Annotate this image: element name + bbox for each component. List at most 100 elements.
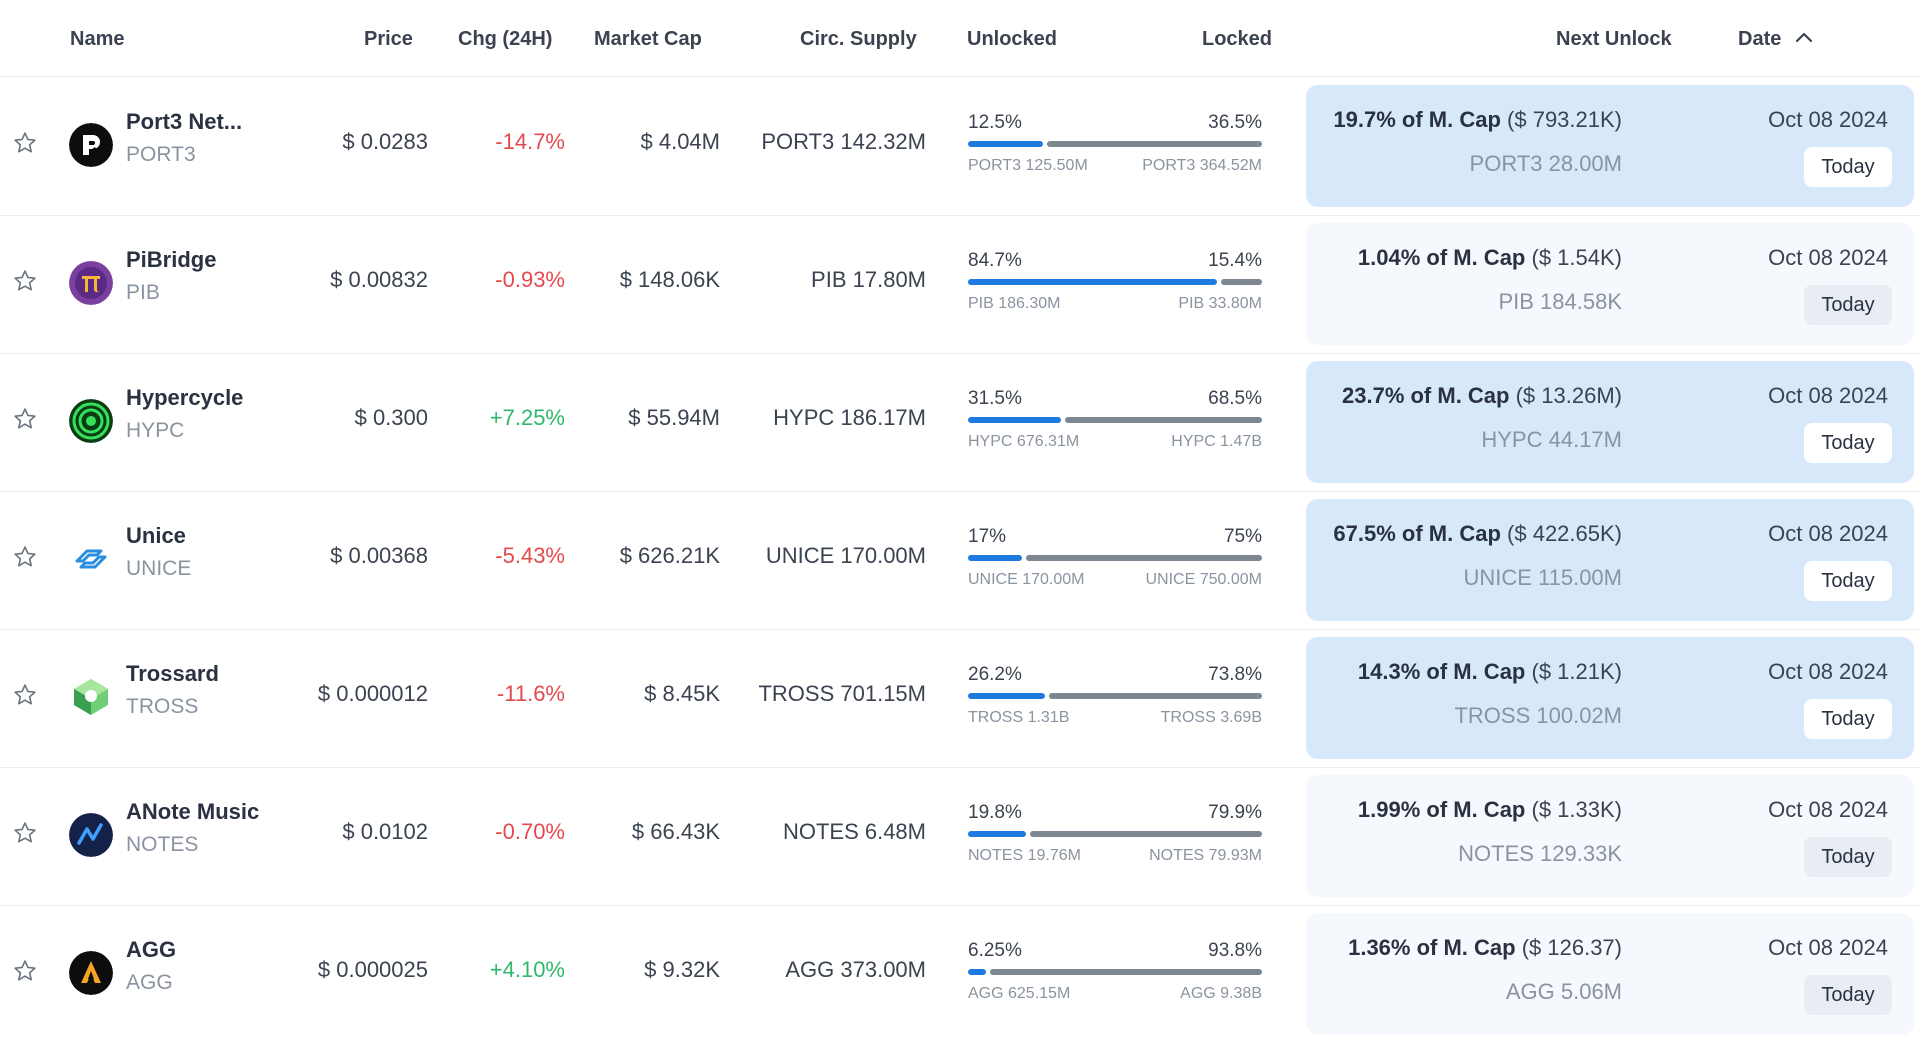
change-24h: +4.10%	[489, 957, 565, 982]
change-24h: -0.70%	[495, 819, 565, 844]
star-icon[interactable]	[12, 958, 38, 984]
today-button[interactable]: Today	[1804, 561, 1892, 601]
star-icon[interactable]	[12, 544, 38, 570]
token-name[interactable]: Hypercycle	[126, 385, 244, 410]
mcap-percent-text: 23.7% of M. Cap	[1342, 383, 1510, 408]
unlocked-bar-fill	[968, 417, 1061, 423]
locked-percent: 75%	[1223, 526, 1262, 547]
next-unlock-card[interactable]: 1.99% of M. Cap ($ 1.33K) NOTES 129.33K …	[1306, 775, 1914, 897]
price: $ 0.0283	[342, 129, 428, 154]
header-date[interactable]: Date	[1738, 28, 1813, 51]
mcap-percent-text: 14.3% of M. Cap	[1357, 659, 1526, 684]
header-locked[interactable]: Locked	[1202, 28, 1273, 50]
next-unlock-card[interactable]: 19.7% of M. Cap ($ 793.21K) PORT3 28.00M…	[1306, 85, 1914, 207]
token-name[interactable]: PiBridge	[126, 247, 217, 272]
circ-supply: AGG 373.00M	[785, 957, 926, 982]
header-name[interactable]: Name	[70, 28, 125, 50]
price: $ 0.00832	[330, 267, 428, 292]
circ-supply: TROSS 701.15M	[758, 681, 926, 706]
table-row[interactable]: PiBridge PIB $ 0.00832 -0.93% $ 148.06K …	[0, 215, 1920, 354]
today-button[interactable]: Today	[1804, 285, 1892, 325]
locked-bar-fill	[1065, 417, 1262, 423]
header-circ-supply[interactable]: Circ. Supply	[800, 28, 917, 50]
circ-supply: NOTES 6.48M	[782, 819, 926, 844]
token-name[interactable]: AGG	[126, 937, 177, 962]
table-row[interactable]: Trossard TROSS $ 0.000012 -11.6% $ 8.45K…	[0, 629, 1920, 768]
token-name[interactable]: Unice	[126, 523, 186, 548]
unlock-mcap-percent: 19.7% of M. Cap ($ 793.21K)	[1333, 107, 1622, 133]
star-icon[interactable]	[12, 406, 38, 432]
star-icon[interactable]	[12, 682, 38, 708]
today-button[interactable]: Today	[1804, 837, 1892, 877]
unlock-mcap-percent: 1.04% of M. Cap ($ 1.54K)	[1358, 245, 1622, 271]
change-24h: +7.25%	[489, 405, 565, 430]
unlock-progress-bar	[968, 693, 1262, 699]
today-button[interactable]: Today	[1804, 975, 1892, 1015]
token-symbol: UNICE	[126, 557, 192, 580]
market-cap: $ 4.04M	[640, 129, 721, 154]
unlock-progress-bar	[968, 831, 1262, 837]
unlocked-percent: 19.8%	[968, 802, 1022, 823]
next-unlock-card[interactable]: 67.5% of M. Cap ($ 422.65K) UNICE 115.00…	[1306, 499, 1914, 621]
unlock-mcap-percent: 14.3% of M. Cap ($ 1.21K)	[1358, 659, 1622, 685]
header-price[interactable]: Price	[364, 28, 413, 50]
hypercycle-icon	[69, 399, 113, 443]
locked-amount: NOTES 79.93M	[1149, 847, 1262, 864]
unlocked-amount: HYPC 676.31M	[968, 433, 1080, 450]
header-chg[interactable]: Chg (24H)	[458, 28, 553, 50]
star-icon[interactable]	[12, 130, 38, 156]
mcap-percent-text: 67.5% of M. Cap	[1333, 521, 1501, 546]
star-icon[interactable]	[12, 820, 38, 846]
header-unlocked[interactable]: Unlocked	[967, 28, 1058, 50]
unlocked-percent: 17%	[968, 526, 1007, 547]
table-row[interactable]: Hypercycle HYPC $ 0.300 +7.25% $ 55.94M …	[0, 353, 1920, 492]
star-icon[interactable]	[12, 268, 38, 294]
unlocked-amount: NOTES 19.76M	[968, 847, 1081, 864]
market-cap: $ 148.06K	[619, 267, 720, 292]
unlock-date: Oct 08 2024	[1768, 107, 1888, 132]
today-button[interactable]: Today	[1804, 147, 1892, 187]
unlock-progress-bar	[968, 969, 1262, 975]
header-market-cap[interactable]: Market Cap	[594, 28, 702, 50]
change-24h: -0.93%	[495, 267, 565, 292]
header-next-unlock[interactable]: Next Unlock	[1556, 28, 1672, 50]
token-name[interactable]: Trossard	[126, 661, 219, 686]
circ-supply: PORT3 142.32M	[761, 129, 926, 154]
unlocked-bar-fill	[968, 141, 1043, 147]
token-name[interactable]: ANote Music	[126, 799, 260, 824]
unice-icon	[69, 537, 113, 581]
mcap-value-text: ($ 422.65K)	[1507, 521, 1622, 546]
unlock-amount: NOTES 129.33K	[1458, 841, 1622, 866]
unlocked-percent: 6.25%	[968, 940, 1022, 961]
unlocked-amount: TROSS 1.31B	[968, 709, 1070, 726]
next-unlock-card[interactable]: 23.7% of M. Cap ($ 13.26M) HYPC 44.17M O…	[1306, 361, 1914, 483]
next-unlock-card[interactable]: 1.36% of M. Cap ($ 126.37) AGG 5.06M Oct…	[1306, 913, 1914, 1035]
unlock-progress-bar	[968, 417, 1262, 423]
unlocked-bar-fill	[968, 279, 1217, 285]
unlocked-bar-fill	[968, 831, 1026, 837]
mcap-value-text: ($ 1.33K)	[1531, 797, 1623, 822]
today-button[interactable]: Today	[1804, 423, 1892, 463]
unlock-progress-bar	[968, 279, 1262, 285]
token-name[interactable]: Port3 Net...	[126, 109, 243, 134]
port3-icon	[69, 123, 113, 167]
price: $ 0.000025	[317, 957, 428, 982]
token-symbol: TROSS	[126, 695, 199, 718]
price: $ 0.000012	[317, 681, 428, 706]
token-symbol: HYPC	[126, 419, 185, 442]
unlocked-bar-fill	[968, 693, 1045, 699]
market-cap: $ 8.45K	[644, 681, 720, 706]
today-button[interactable]: Today	[1804, 699, 1892, 739]
market-cap: $ 66.43K	[631, 819, 720, 844]
table-row[interactable]: AGG AGG $ 0.000025 +4.10% $ 9.32K AGG 37…	[0, 905, 1920, 1043]
table-row[interactable]: Port3 Net... PORT3 $ 0.0283 -14.7% $ 4.0…	[0, 77, 1920, 216]
table-row[interactable]: Unice UNICE $ 0.00368 -5.43% $ 626.21K U…	[0, 491, 1920, 630]
market-cap: $ 626.21K	[619, 543, 720, 568]
locked-percent: 79.9%	[1208, 802, 1262, 823]
unlock-amount: PORT3 28.00M	[1469, 151, 1622, 176]
table-header: Name Price Chg (24H) Market Cap Circ. Su…	[0, 0, 1920, 77]
unlock-date: Oct 08 2024	[1768, 797, 1888, 822]
next-unlock-card[interactable]: 14.3% of M. Cap ($ 1.21K) TROSS 100.02M …	[1306, 637, 1914, 759]
next-unlock-card[interactable]: 1.04% of M. Cap ($ 1.54K) PIB 184.58K Oc…	[1306, 223, 1914, 345]
table-row[interactable]: ANote Music NOTES $ 0.0102 -0.70% $ 66.4…	[0, 767, 1920, 906]
